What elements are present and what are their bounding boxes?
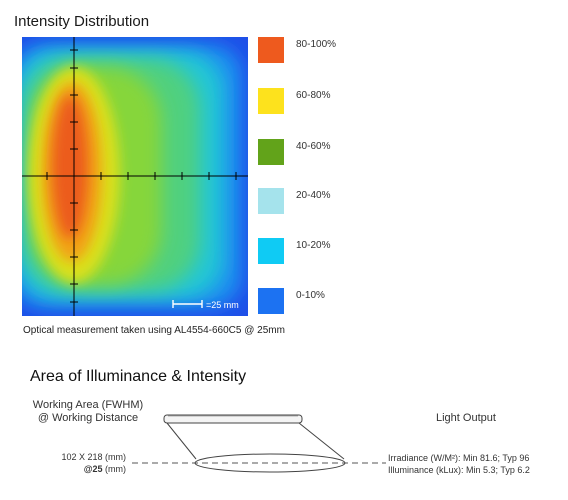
- legend-swatch-40-60: [258, 139, 284, 165]
- legend-label-0-10: 0-10%: [296, 290, 325, 301]
- light-output-title: Light Output: [436, 412, 496, 424]
- scale-bar: [172, 300, 203, 308]
- working-distance-unit: (mm): [105, 464, 126, 474]
- working-area-title-line1: Working Area (FWHM): [32, 399, 144, 411]
- legend-swatch-0-10: [258, 288, 284, 314]
- beam-left-edge: [166, 422, 197, 460]
- light-output-diagram: [132, 414, 386, 473]
- legend-label-20-40: 20-40%: [296, 190, 331, 201]
- crosshair-axes: [22, 37, 248, 316]
- intensity-distribution-title: Intensity Distribution: [14, 13, 150, 30]
- working-area-title-line2: @ Working Distance: [37, 412, 139, 424]
- intensity-heatmap: =25 mm: [22, 37, 248, 316]
- working-distance-value: @25: [83, 464, 103, 474]
- beam-right-edge: [298, 422, 345, 460]
- legend-label-40-60: 40-60%: [296, 141, 331, 152]
- legend-swatch-20-40: [258, 188, 284, 214]
- lamp-fixture: [163, 414, 303, 424]
- working-area-dimensions: 102 X 218 (mm) @25 (mm): [30, 451, 126, 475]
- legend-swatch-60-80: [258, 88, 284, 114]
- scale-label: =25 mm: [206, 300, 239, 310]
- legend-swatch-80-100: [258, 37, 284, 63]
- working-area-size: 102 X 218 (mm): [61, 452, 126, 462]
- irradiance-value: Irradiance (W/M²): Min 81.6; Typ 96: [388, 453, 530, 463]
- legend-label-10-20: 10-20%: [296, 240, 331, 251]
- legend-swatch-10-20: [258, 238, 284, 264]
- light-output-values: Irradiance (W/M²): Min 81.6; Typ 96 Illu…: [388, 452, 530, 476]
- working-distance: @25 (mm): [30, 463, 126, 475]
- measurement-caption: Optical measurement taken using AL4554-6…: [23, 325, 285, 336]
- legend-label-60-80: 60-80%: [296, 90, 331, 101]
- illuminance-value: Illuminance (kLux): Min 5.3; Typ 6.2: [388, 465, 530, 475]
- working-area-title: Working Area (FWHM) @ Working Distance: [28, 399, 148, 425]
- area-section-title: Area of Illuminance & Intensity: [30, 368, 247, 385]
- legend-label-80-100: 80-100%: [296, 39, 337, 50]
